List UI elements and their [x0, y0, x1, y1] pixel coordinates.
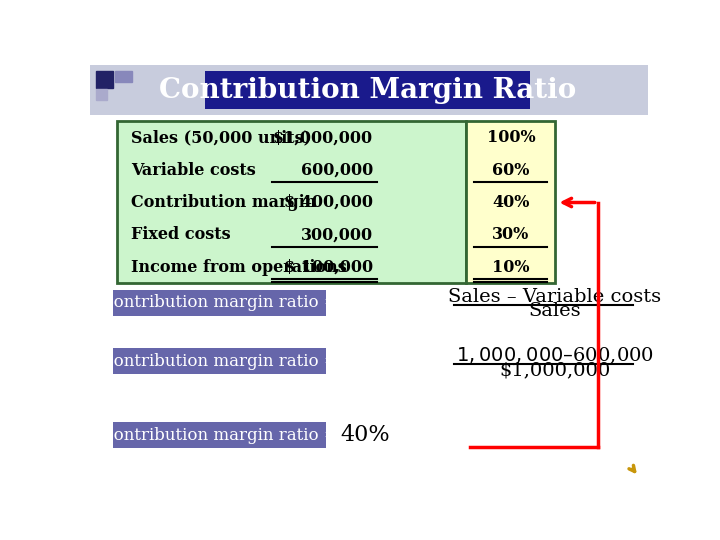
- Text: Sales – Variable costs: Sales – Variable costs: [449, 288, 662, 306]
- Bar: [96, 71, 113, 88]
- Text: 100%: 100%: [487, 129, 535, 146]
- Text: $1,000,000 – $600,000: $1,000,000 – $600,000: [456, 346, 654, 366]
- Text: $ 100,000: $ 100,000: [284, 259, 373, 276]
- Text: 60%: 60%: [492, 161, 529, 179]
- Text: Contribution margin ratio =: Contribution margin ratio =: [102, 353, 338, 370]
- Text: 30%: 30%: [492, 226, 529, 244]
- Text: Contribution margin: Contribution margin: [131, 194, 317, 211]
- Text: Variable costs: Variable costs: [131, 161, 256, 179]
- Bar: [90, 65, 648, 115]
- Bar: [113, 422, 326, 448]
- Text: Contribution margin ratio =: Contribution margin ratio =: [102, 427, 338, 444]
- Bar: [117, 121, 466, 283]
- Text: Sales: Sales: [528, 302, 581, 320]
- Bar: [204, 71, 530, 110]
- Text: $1,000,000: $1,000,000: [500, 361, 611, 380]
- Bar: [466, 121, 555, 283]
- Text: Contribution Margin Ratio: Contribution Margin Ratio: [159, 77, 576, 104]
- Text: Sales (50,000 units): Sales (50,000 units): [131, 129, 311, 146]
- Text: Contribution margin ratio =: Contribution margin ratio =: [102, 294, 338, 311]
- Text: $1,000,000: $1,000,000: [273, 129, 373, 146]
- Text: 300,000: 300,000: [301, 226, 373, 244]
- Text: 40%: 40%: [341, 424, 390, 446]
- Bar: [96, 90, 107, 100]
- Bar: [113, 348, 326, 374]
- Text: Fixed costs: Fixed costs: [131, 226, 230, 244]
- Text: Income from operations: Income from operations: [131, 259, 347, 276]
- Text: 10%: 10%: [492, 259, 530, 276]
- Bar: [114, 71, 132, 82]
- Text: $ 400,000: $ 400,000: [284, 194, 373, 211]
- Bar: [113, 289, 326, 316]
- Text: 40%: 40%: [492, 194, 529, 211]
- Text: 600,000: 600,000: [301, 161, 373, 179]
